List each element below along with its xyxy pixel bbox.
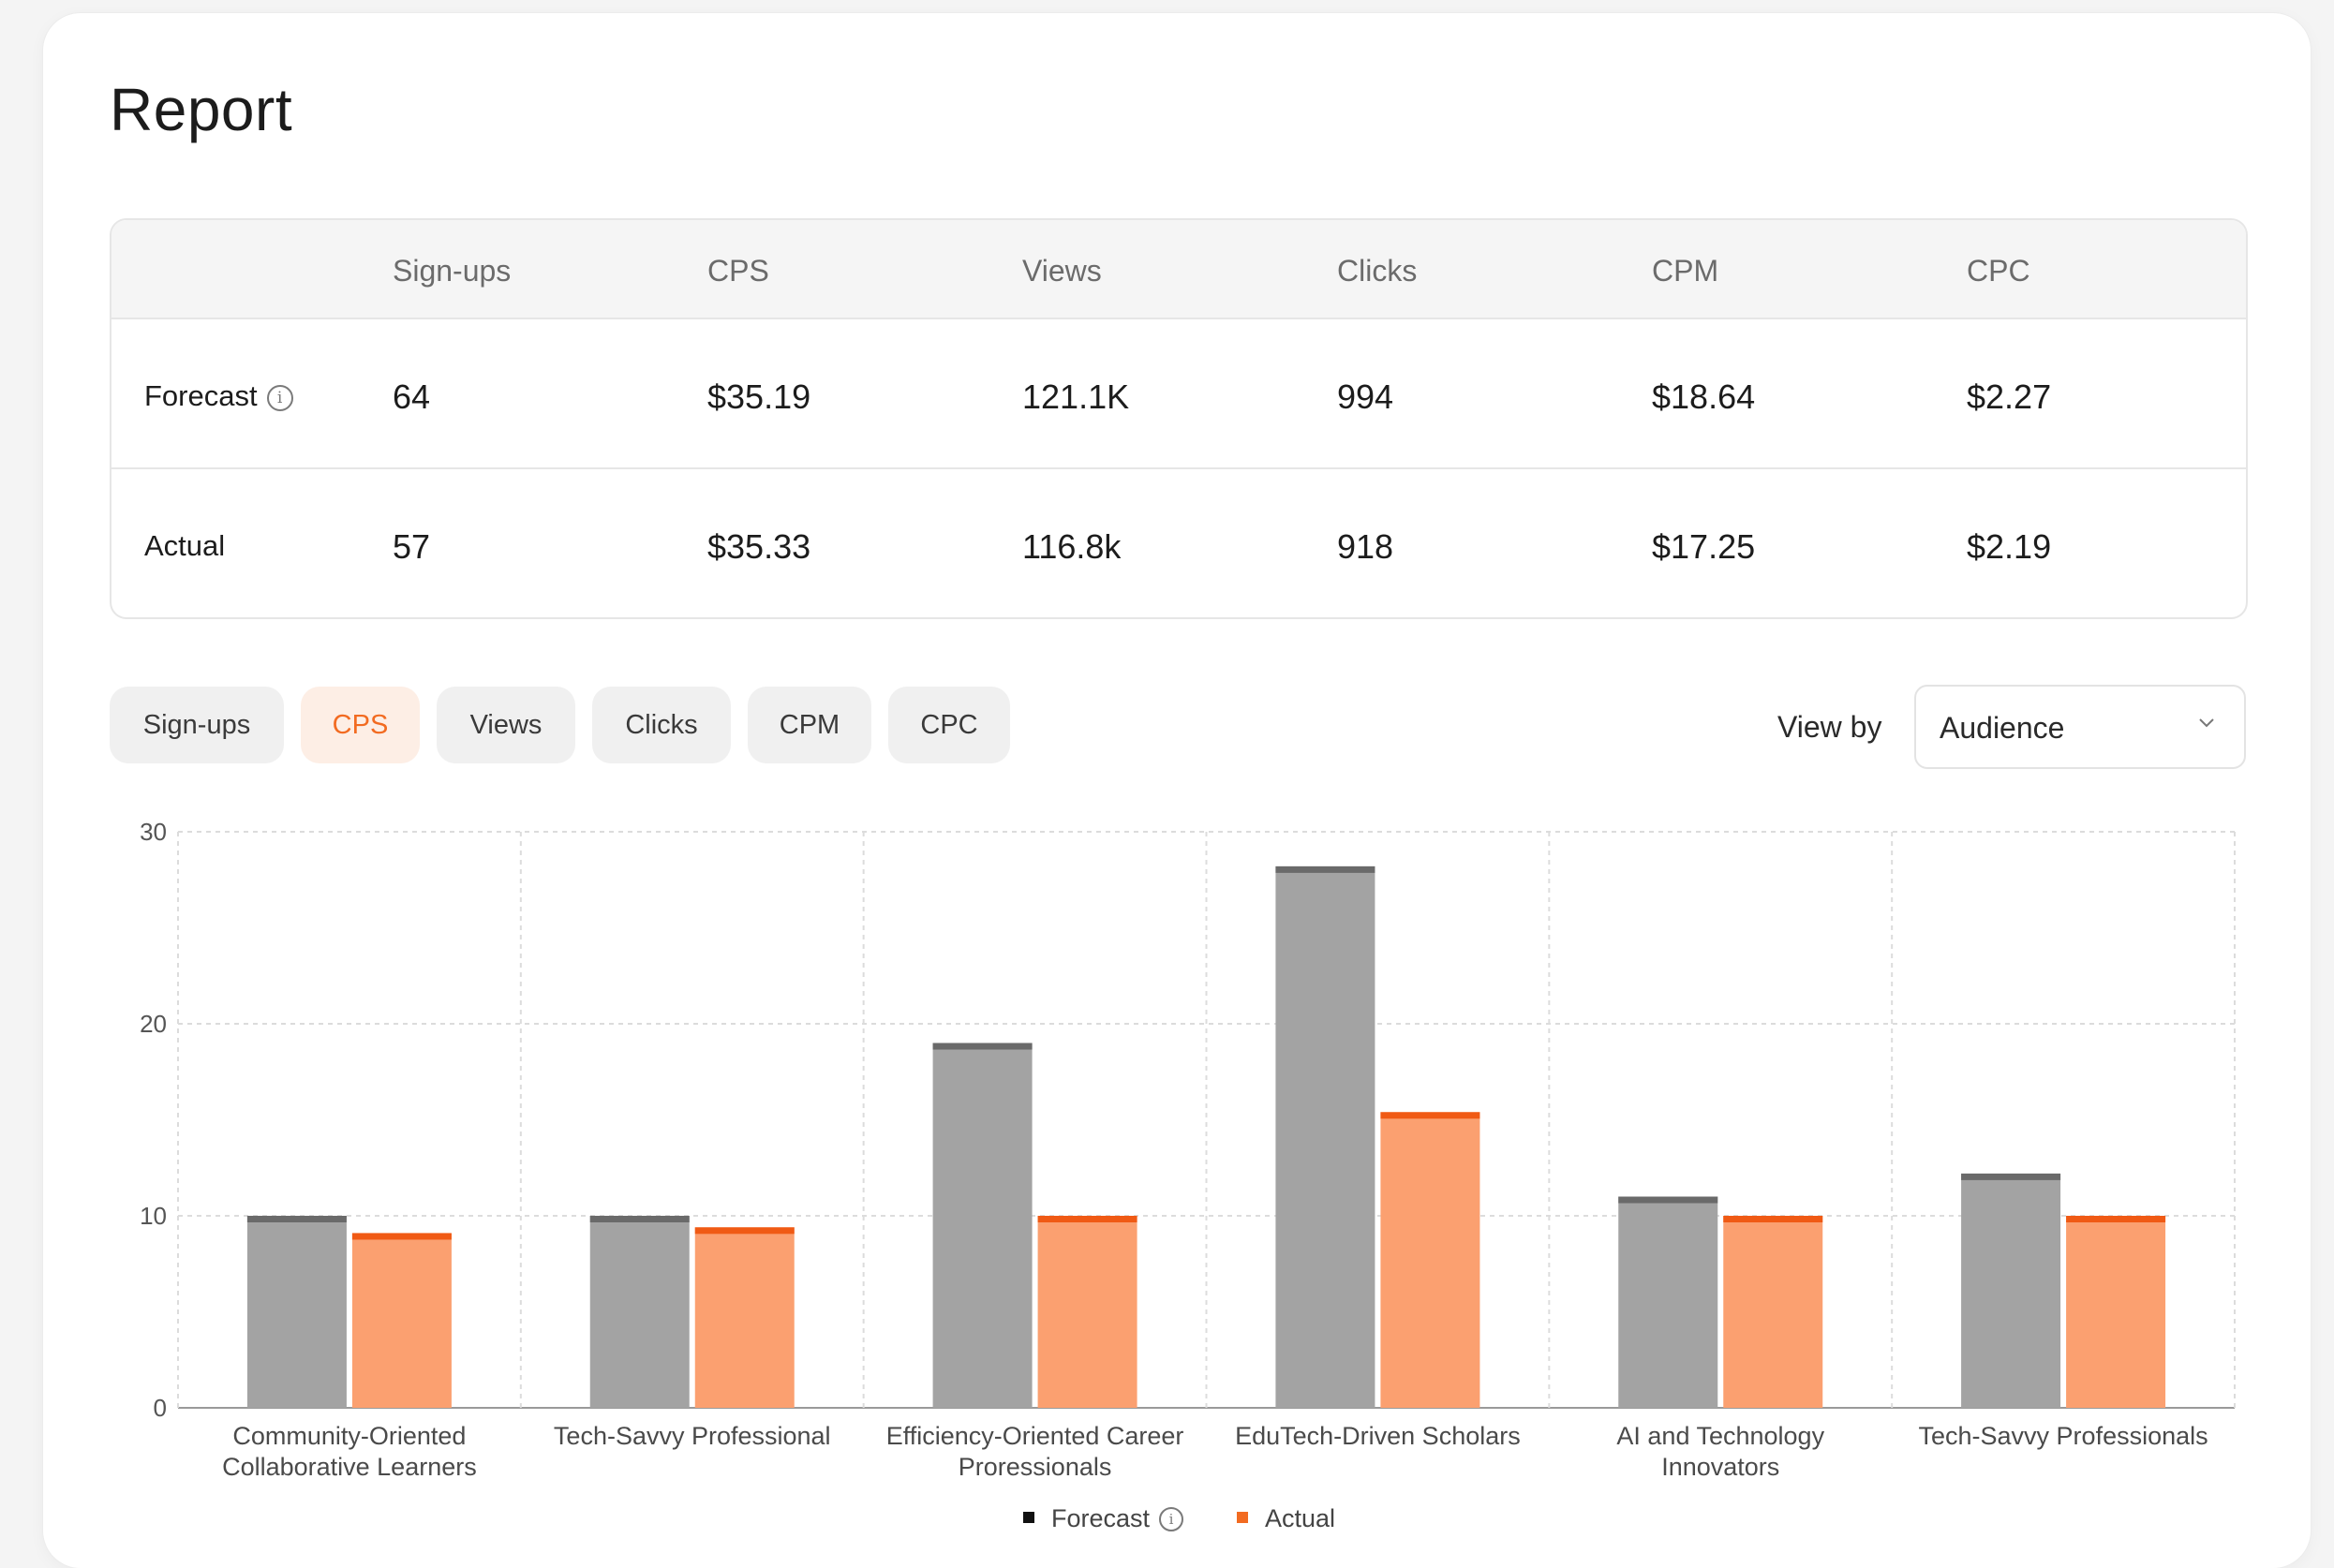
forecast-label: Forecast i <box>144 379 293 413</box>
forecast-label-text: Forecast <box>144 379 258 412</box>
actual-bar-cap <box>1037 1216 1137 1222</box>
forecast-signups: 64 <box>393 377 431 416</box>
header-cpm: CPM <box>1652 254 1719 288</box>
actual-bar-cap <box>694 1227 795 1235</box>
forecast-bar <box>246 1216 347 1408</box>
metrics-table: Sign-ups CPS Views Clicks CPM CPC Foreca… <box>110 218 2248 619</box>
x-category-label: Proressionals <box>959 1453 1112 1481</box>
chevron-down-icon <box>2199 718 2214 728</box>
actual-label: Actual <box>144 529 226 562</box>
tab-cpc[interactable]: CPC <box>888 687 1010 763</box>
tab-clicks[interactable]: Clicks <box>592 687 731 763</box>
y-tick-label: 30 <box>140 818 167 846</box>
y-tick-label: 0 <box>154 1394 167 1422</box>
actual-row: Actual 57 $35.33 116.8k 918 $17.25 $2.19 <box>111 469 2246 617</box>
actual-bar-cap <box>1380 1112 1480 1119</box>
actual-bar-cap <box>1723 1216 1823 1222</box>
metrics-header-row: Sign-ups CPS Views Clicks CPM CPC <box>111 220 2246 319</box>
forecast-cpc: $2.27 <box>1967 377 2052 416</box>
header-cpc: CPC <box>1967 254 2030 288</box>
header-cps: CPS <box>707 254 769 288</box>
legend-actual[interactable]: Actual <box>1237 1504 1335 1533</box>
actual-signups: 57 <box>393 527 431 566</box>
legend-info-icon[interactable]: i <box>1159 1507 1184 1531</box>
forecast-bar-cap <box>1961 1173 2061 1180</box>
x-category-label: Collaborative Learners <box>222 1453 477 1481</box>
x-category-label: Community-Oriented <box>232 1422 466 1450</box>
info-icon[interactable]: i <box>266 385 293 411</box>
actual-bar <box>351 1233 452 1408</box>
chart-grid <box>177 831 2236 1409</box>
actual-cpm: $17.25 <box>1652 527 1756 566</box>
forecast-bar-cap <box>1275 865 1375 873</box>
tab-views[interactable]: Views <box>437 687 575 763</box>
forecast-bar-cap <box>1618 1196 1718 1204</box>
header-clicks: Clicks <box>1337 254 1418 288</box>
forecast-bar-cap <box>589 1216 690 1222</box>
chart-bars <box>246 865 2166 1408</box>
chart-x-axis: Community-Oriented Collaborative Learners… <box>222 1422 2208 1481</box>
page-title: Report <box>110 76 293 143</box>
forecast-bar-cap <box>246 1216 347 1222</box>
actual-bar-cap <box>351 1233 452 1240</box>
actual-bar-cap <box>2066 1216 2166 1222</box>
forecast-bar-cap <box>932 1043 1033 1050</box>
actual-views: 116.8k <box>1022 527 1122 566</box>
forecast-cps: $35.19 <box>707 377 811 416</box>
actual-bar <box>2066 1216 2166 1408</box>
actual-cpc: $2.19 <box>1967 527 2052 566</box>
tab-cpm[interactable]: CPM <box>748 687 871 763</box>
x-category-label: Tech-Savvy Professionals <box>1919 1422 2208 1450</box>
forecast-bar <box>1275 865 1375 1408</box>
tab-signups[interactable]: Sign-ups <box>110 687 284 763</box>
x-category-label: Tech-Savvy Professional <box>554 1422 831 1450</box>
forecast-clicks: 994 <box>1337 377 1394 416</box>
header-views: Views <box>1022 254 1102 288</box>
legend-actual-label: Actual <box>1265 1504 1336 1532</box>
x-category-label: Efficiency-Oriented Career <box>886 1422 1184 1450</box>
y-tick-label: 20 <box>140 1010 167 1038</box>
header-signups: Sign-ups <box>393 254 512 288</box>
actual-bar <box>694 1227 795 1408</box>
forecast-bar <box>1618 1196 1718 1408</box>
actual-bar <box>1723 1216 1823 1408</box>
forecast-row: Forecast i 64 $35.19 121.1K 994 $18.64 $2… <box>111 319 2246 469</box>
legend-forecast-label: Forecast <box>1051 1504 1151 1532</box>
actual-bar <box>1380 1112 1480 1408</box>
chart-y-axis: 0 10 20 30 <box>140 818 167 1422</box>
x-category-label: AI and Technology <box>1616 1422 1824 1450</box>
actual-bar <box>1037 1216 1137 1408</box>
view-by-value: Audience <box>1940 711 2065 745</box>
actual-cps: $35.33 <box>707 527 811 566</box>
forecast-bar <box>932 1043 1033 1408</box>
view-by-label: View by <box>1777 710 1882 744</box>
legend-forecast[interactable]: Forecast i <box>1023 1504 1184 1533</box>
tab-cps[interactable]: CPS <box>301 687 420 763</box>
legend-actual-swatch <box>1237 1512 1248 1523</box>
y-tick-label: 10 <box>140 1202 167 1230</box>
forecast-bar <box>1961 1173 2061 1408</box>
view-by-select[interactable]: Audience <box>1914 685 2246 769</box>
x-category-label: EduTech-Driven Scholars <box>1235 1422 1521 1450</box>
x-category-label: Innovators <box>1661 1453 1779 1481</box>
legend-forecast-swatch <box>1023 1512 1034 1523</box>
forecast-cpm: $18.64 <box>1652 377 1756 416</box>
actual-clicks: 918 <box>1337 527 1394 566</box>
forecast-bar <box>589 1216 690 1408</box>
forecast-views: 121.1K <box>1022 377 1130 416</box>
